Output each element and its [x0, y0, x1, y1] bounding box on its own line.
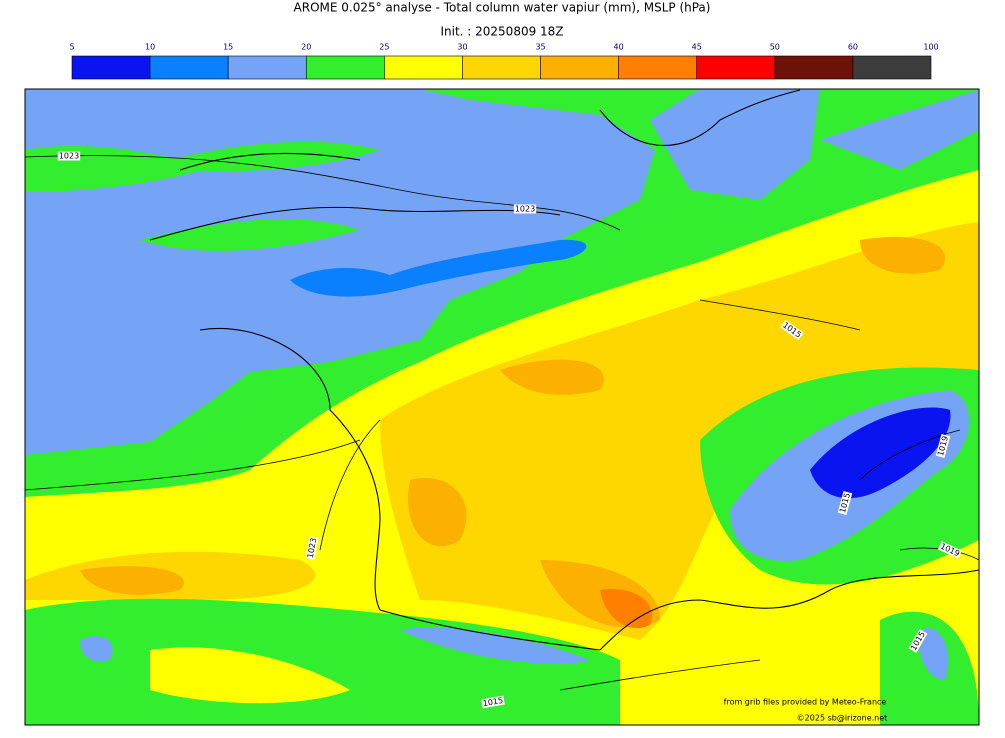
credit: ©2025 sb@irizone.net [797, 714, 888, 723]
field-orange [80, 236, 946, 628]
colorbar-tick-label: 45 [692, 43, 702, 52]
map [25, 89, 979, 725]
credit: from grib files provided by Meteo-France [724, 698, 887, 707]
isobar-label-bg [908, 629, 928, 653]
colorbar-segment [384, 55, 463, 80]
colorbar-tick-label: 15 [223, 43, 233, 52]
isobar-label-bg [935, 434, 951, 458]
field-blue-dark [290, 239, 587, 297]
map-subtitle: Init. : 20250809 18Z [440, 25, 563, 39]
map-title: AROME 0.025° analyse - Total column wate… [294, 1, 711, 15]
field-blue-patch [650, 89, 979, 200]
colorbar: 5 10 15 20 25 30 35 40 45 50 60 100 [69, 43, 939, 80]
colorbar-tick-label: 60 [848, 43, 858, 52]
colorbar-tick-label: 5 [69, 43, 74, 52]
isobar-label: 1015 [482, 696, 504, 708]
coastline [149, 89, 979, 651]
colorbar-tick-label: 10 [145, 43, 155, 52]
colorbar-segment [852, 55, 932, 80]
colorbar-segment [618, 55, 698, 80]
isobar-label-bg [305, 536, 319, 560]
colorbar-tick-label: 40 [614, 43, 624, 52]
colorbar-segment [774, 55, 854, 80]
isobar-label-bg [513, 204, 537, 214]
colorbar-segment [540, 55, 619, 80]
field-gold [25, 222, 979, 640]
isobar-label-bg [57, 151, 81, 161]
field-yellow-south [150, 607, 860, 710]
colorbar-tick-label: 50 [770, 43, 780, 52]
map-frame [24, 88, 980, 726]
colorbar-segment [71, 55, 151, 80]
isobar-label: 1023 [306, 537, 318, 559]
isobar-label-bg [937, 541, 963, 559]
field-dark-orange [600, 589, 652, 629]
colorbar-segment [462, 55, 541, 80]
colorbar-segment [227, 55, 307, 80]
isobar-label-bg [481, 695, 505, 709]
colorbar-tick-label: 30 [457, 43, 467, 52]
isobar [25, 155, 979, 691]
colorbar-tick-label: 20 [301, 43, 311, 52]
isobar-label-bg [837, 491, 853, 515]
isobar-label: 1023 [515, 205, 535, 214]
isobar-label: 1023 [59, 152, 79, 161]
field-alps-core [810, 407, 951, 499]
colorbar-segment [305, 55, 385, 80]
colorbar-segment [149, 55, 229, 80]
colorbar-segment [696, 55, 776, 80]
field-green-south [25, 367, 979, 725]
field-green-patch [25, 141, 380, 251]
isobar-label-bg [780, 319, 804, 341]
colorbar-tick-label: 35 [535, 43, 545, 52]
colorbar-tick-label: 100 [923, 43, 938, 52]
colorbar-tick-label: 25 [379, 43, 389, 52]
